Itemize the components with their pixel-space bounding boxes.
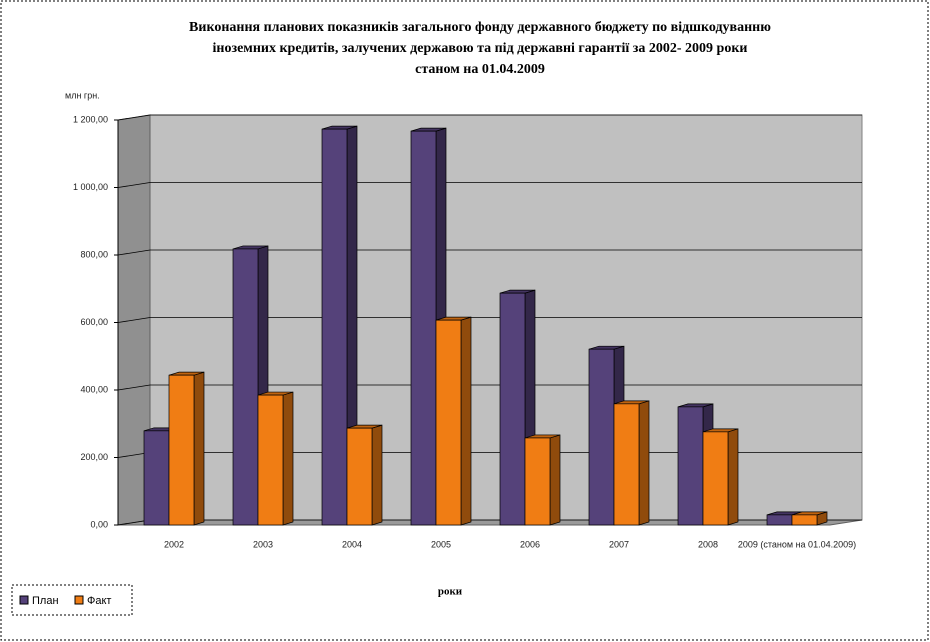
y-tick-label: 1 200,00 <box>73 114 108 124</box>
grid-line <box>117 114 862 121</box>
bar <box>168 374 195 526</box>
chart-title: станом на 01.04.2009 <box>415 62 545 77</box>
y-tick-label: 200,00 <box>80 452 108 462</box>
bar <box>435 319 462 526</box>
y-tick-label: 1 000,00 <box>73 182 108 192</box>
legend-label: План <box>32 595 59 607</box>
y-tick-label: 400,00 <box>80 384 108 394</box>
grid-line <box>117 317 862 323</box>
bar-side <box>371 424 383 526</box>
bar-side <box>727 428 739 526</box>
x-tick-label: 2004 <box>342 539 362 549</box>
y-axis-title: млн грн. <box>65 90 100 100</box>
chart-title: Виконання планових показників загального… <box>189 20 771 35</box>
bar <box>702 431 729 526</box>
bar <box>524 437 551 526</box>
x-tick-label: 2007 <box>609 539 629 549</box>
bar <box>321 128 348 526</box>
grid-line <box>117 182 862 188</box>
grid-line <box>117 249 862 256</box>
x-tick-label: 2005 <box>431 539 451 549</box>
x-tick-label: 2006 <box>520 539 540 549</box>
bar <box>410 130 437 526</box>
bar-side <box>282 391 294 526</box>
bar <box>588 348 615 526</box>
bar <box>499 292 526 526</box>
y-tick-label: 600,00 <box>80 317 108 327</box>
x-tick-label: 2009 (станом на 01.04.2009) <box>738 539 856 549</box>
legend-label: Факт <box>87 595 111 607</box>
legend-swatch <box>74 595 84 605</box>
bar <box>791 514 818 526</box>
bar <box>613 403 640 526</box>
bar <box>232 248 259 526</box>
bar-side <box>193 371 205 526</box>
bar <box>766 514 793 526</box>
chart-title: іноземних кредитів, залучених державою т… <box>213 41 748 56</box>
x-tick-label: 2003 <box>253 539 273 549</box>
bar-side <box>638 400 650 526</box>
floor <box>117 519 863 526</box>
legend-swatch <box>19 595 29 605</box>
grid-line <box>117 384 862 391</box>
bar-side <box>460 316 472 526</box>
y-tick-label: 0,00 <box>90 519 108 529</box>
x-tick-label: 2008 <box>698 539 718 549</box>
legend <box>11 584 133 616</box>
y-tick-label: 800,00 <box>80 249 108 259</box>
bar <box>143 430 170 526</box>
bar-side <box>549 434 561 526</box>
x-tick-label: 2002 <box>164 539 184 549</box>
x-axis-title: роки <box>438 586 463 598</box>
bar <box>677 406 704 526</box>
bar <box>257 394 284 526</box>
bar <box>346 427 373 526</box>
